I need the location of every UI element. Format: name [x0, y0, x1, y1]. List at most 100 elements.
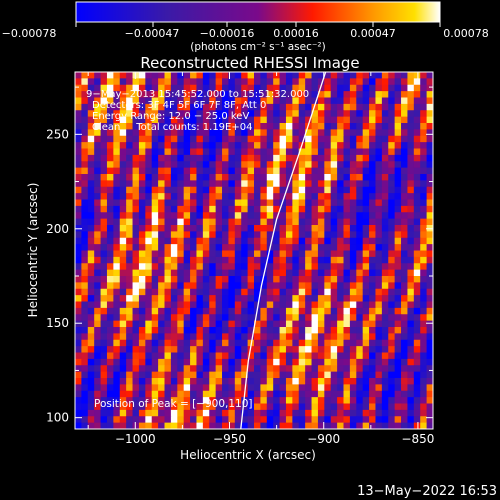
heatmap-cell [317, 269, 325, 277]
heatmap-cell [190, 212, 197, 220]
heatmap-cell [202, 167, 210, 175]
heatmap-cell [215, 327, 223, 334]
heatmap-cell [407, 193, 415, 200]
heatmap-cell [369, 256, 376, 264]
heatmap-cell [132, 422, 140, 429]
heatmap-cell [420, 180, 427, 188]
heatmap-cell [292, 167, 300, 175]
heatmap-cell [241, 78, 248, 86]
heatmap-cell [401, 205, 408, 213]
heatmap-cell [228, 384, 236, 392]
heatmap-cell [222, 256, 229, 264]
heatmap-cell [100, 352, 108, 360]
heatmap-cell [298, 123, 306, 130]
heatmap-cell [222, 276, 229, 283]
heatmap-cell [285, 365, 293, 373]
heatmap-cell [158, 397, 165, 404]
heatmap-cell [356, 110, 364, 118]
heatmap-cell [247, 142, 255, 149]
heatmap-cell [273, 256, 280, 264]
heatmap-cell [426, 346, 433, 353]
heatmap-cell [158, 180, 165, 188]
heatmap-cell [94, 333, 101, 341]
heatmap-cell [317, 186, 325, 194]
heatmap-cell [132, 205, 140, 213]
heatmap-cell [279, 333, 287, 341]
heatmap-cell [151, 174, 159, 181]
heatmap-cell [138, 199, 146, 207]
heatmap-cell [209, 193, 217, 200]
heatmap-cell [388, 256, 396, 264]
heatmap-cell [343, 263, 351, 271]
heatmap-cell [106, 288, 114, 296]
heatmap-cell [330, 180, 338, 188]
heatmap-cell [138, 269, 146, 277]
heatmap-cell [209, 416, 217, 424]
heatmap-cell [164, 103, 172, 111]
heatmap-cell [81, 72, 89, 79]
heatmap-cell [311, 129, 319, 137]
heatmap-cell [106, 91, 114, 98]
heatmap-cell [401, 250, 408, 258]
heatmap-cell [202, 358, 210, 366]
heatmap-cell [375, 339, 383, 347]
heatmap-cell [311, 378, 319, 385]
heatmap-cell [388, 371, 396, 379]
heatmap-cell [426, 288, 433, 296]
heatmap-cell [266, 282, 274, 290]
heatmap-cell [222, 91, 229, 98]
heatmap-cell [164, 123, 172, 130]
heatmap-cell [266, 288, 274, 296]
heatmap-cell [330, 378, 338, 385]
heatmap-cell [228, 403, 236, 411]
heatmap-cell [330, 135, 338, 143]
heatmap-cell [305, 358, 312, 366]
heatmap-cell [369, 301, 376, 309]
heatmap-cell [388, 212, 396, 220]
heatmap-cell [126, 384, 133, 392]
heatmap-cell [215, 193, 223, 200]
heatmap-cell [222, 384, 229, 392]
heatmap-cell [222, 161, 229, 169]
heatmap-cell [87, 365, 95, 373]
heatmap-cell [132, 91, 140, 98]
heatmap-cell [420, 282, 427, 290]
heatmap-cell [324, 72, 332, 79]
heatmap-cell [279, 154, 287, 162]
heatmap-cell [241, 161, 248, 169]
heatmap-cell [330, 282, 338, 290]
heatmap-cell [228, 123, 236, 130]
heatmap-cell [100, 186, 108, 194]
heatmap-cell [279, 346, 287, 353]
heatmap-cell [285, 409, 293, 417]
heatmap-cell [209, 84, 217, 92]
heatmap-cell [247, 167, 255, 175]
heatmap-cell [183, 154, 191, 162]
heatmap-cell [170, 174, 178, 181]
heatmap-cell [337, 78, 344, 86]
heatmap-cell [292, 288, 300, 296]
heatmap-cell [202, 231, 210, 239]
heatmap-cell [183, 123, 191, 130]
annotation-detectors: Detectors: 3F 4F 5F 6F 7F 8F, Att 0 [92, 100, 266, 111]
heatmap-cell [426, 358, 433, 366]
heatmap-cell [94, 97, 101, 105]
heatmap-cell [75, 378, 82, 385]
heatmap-cell [369, 320, 376, 328]
heatmap-cell [285, 129, 293, 137]
colorbar-tick-label: −0.00047 [125, 27, 180, 40]
heatmap-cell [100, 91, 108, 98]
heatmap-cell [349, 186, 357, 194]
heatmap-cell [266, 231, 274, 239]
heatmap-cell [209, 333, 217, 341]
heatmap-cell [196, 276, 204, 283]
heatmap-cell [337, 409, 344, 417]
heatmap-cell [254, 199, 261, 207]
heatmap-cell [138, 193, 146, 200]
heatmap-cell [426, 390, 433, 398]
heatmap-cell [413, 301, 421, 309]
heatmap-cell [196, 91, 204, 98]
heatmap-cell [324, 180, 332, 188]
heatmap-cell [401, 282, 408, 290]
heatmap-cell [177, 180, 185, 188]
